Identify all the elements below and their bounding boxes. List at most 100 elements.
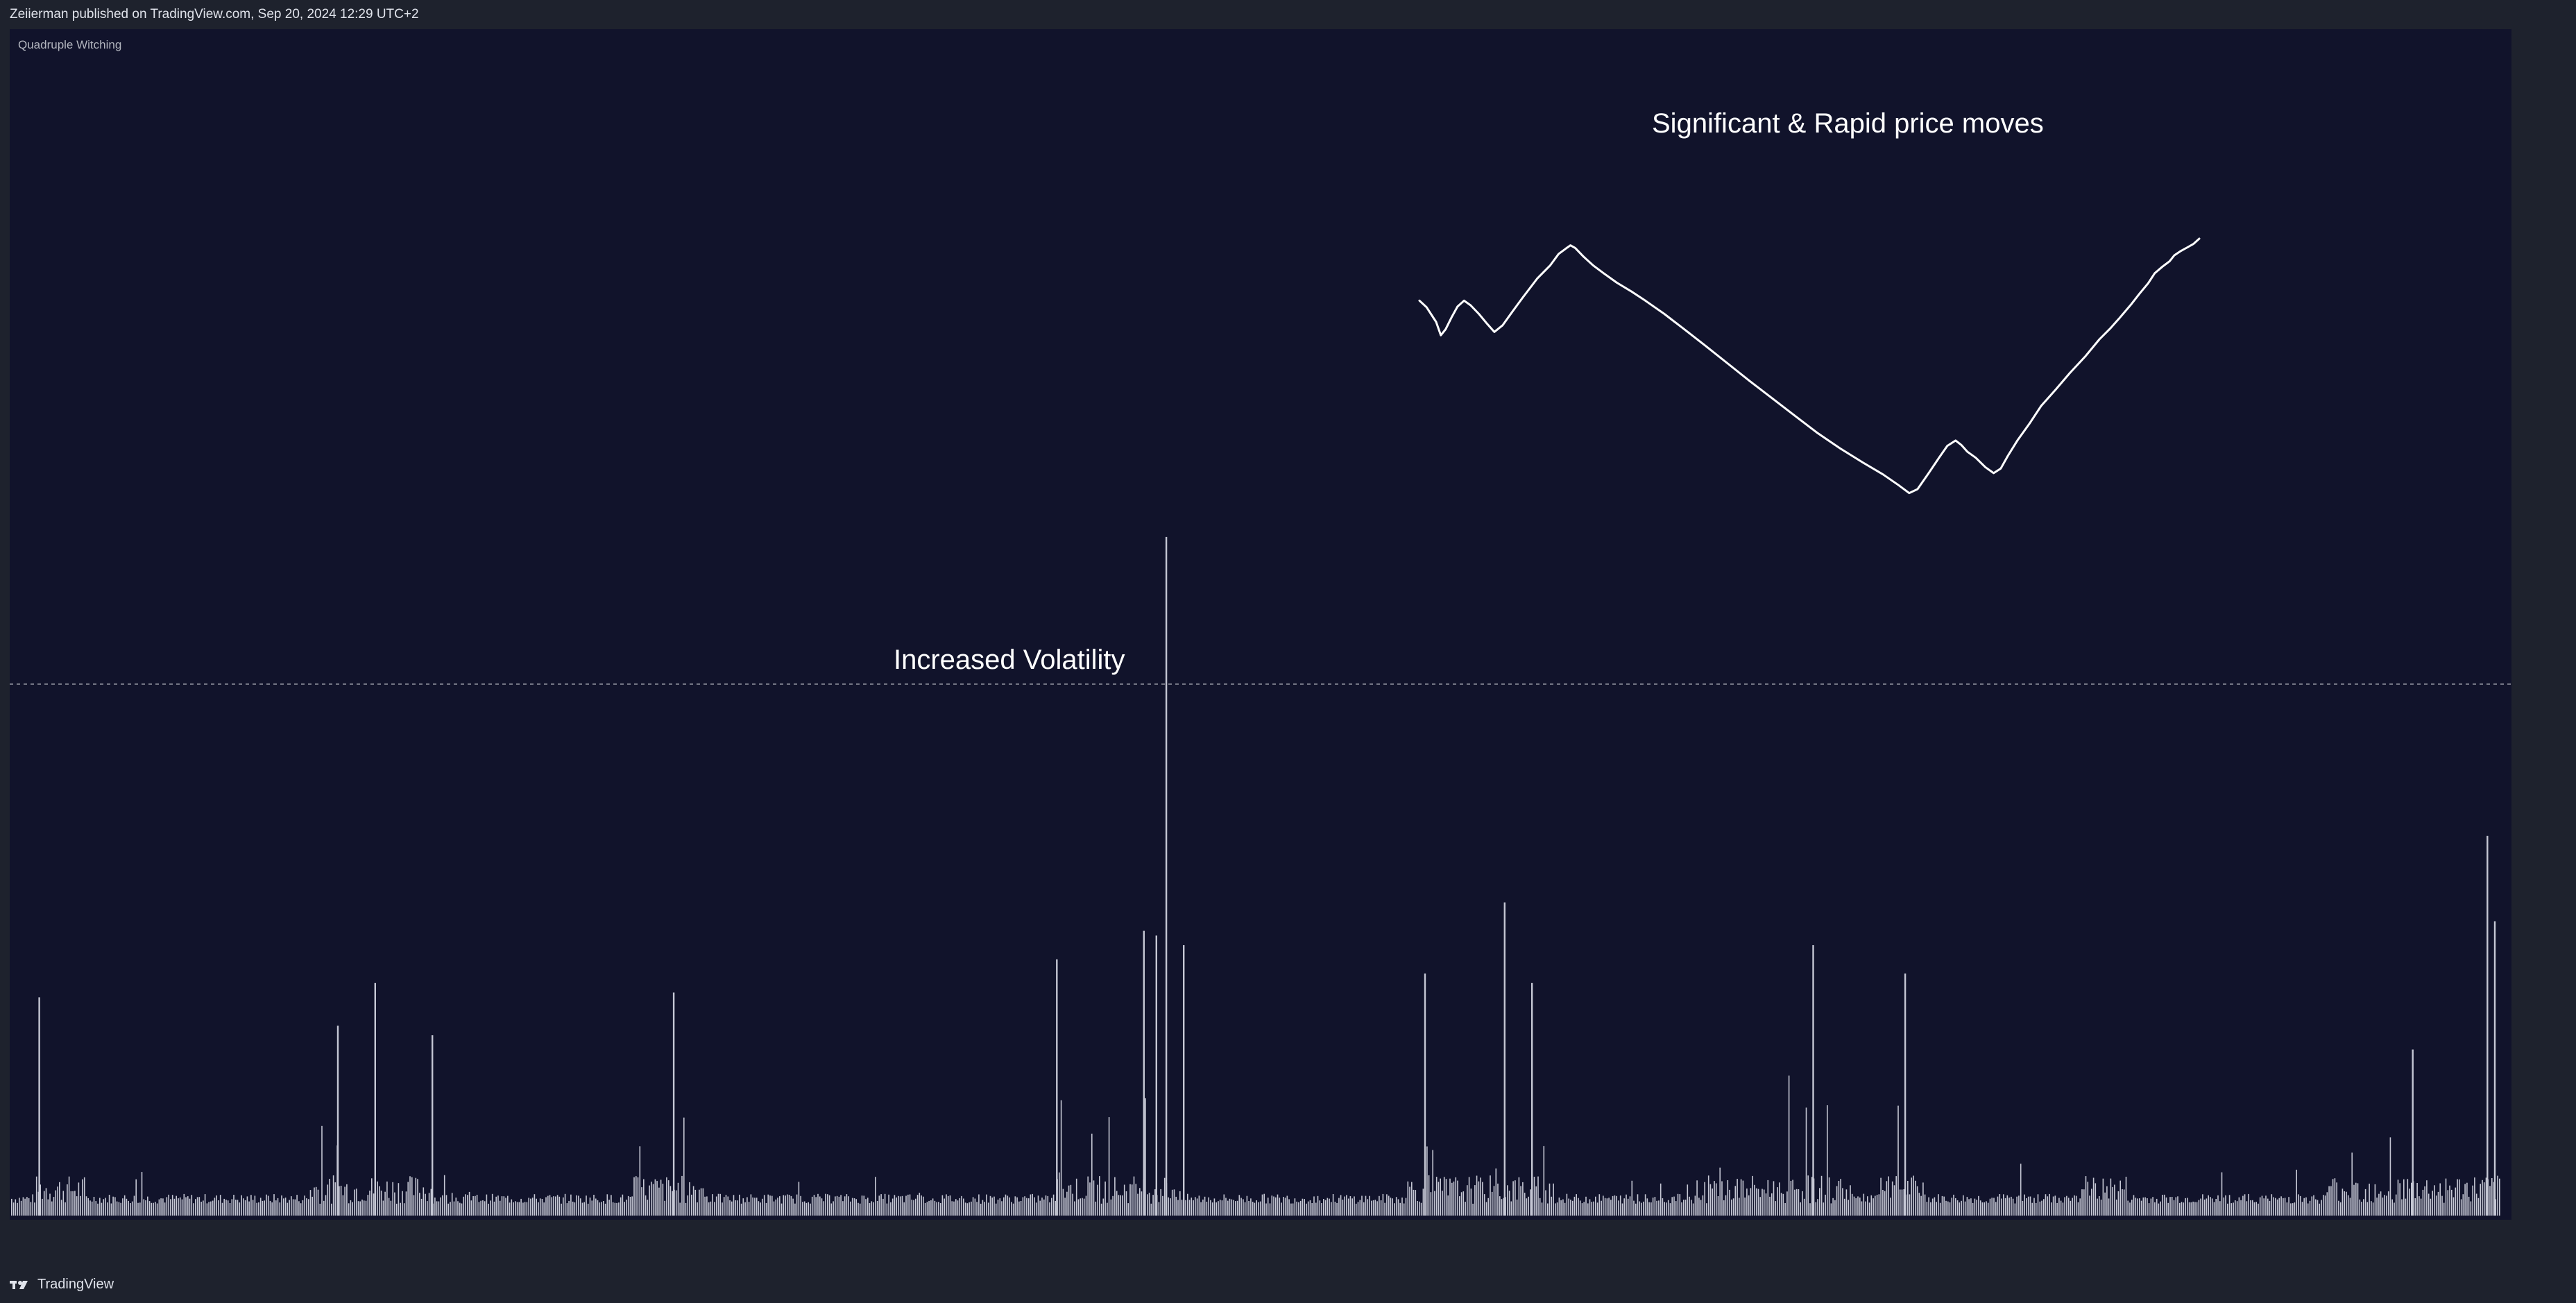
volume-peak-bar xyxy=(1155,935,1157,1216)
volume-bar xyxy=(936,1202,937,1216)
volume-bar xyxy=(835,1196,836,1216)
volume-bar xyxy=(447,1203,449,1216)
volume-bar xyxy=(1403,1203,1405,1216)
volume-bar xyxy=(909,1194,911,1216)
volume-bar xyxy=(1851,1193,1853,1216)
volume-bar xyxy=(1490,1175,1491,1216)
volume-bar xyxy=(216,1195,217,1216)
volume-peak-bar xyxy=(1503,902,1505,1216)
volume-bar xyxy=(683,1117,685,1216)
volume-bar xyxy=(1587,1203,1589,1216)
volume-bar xyxy=(725,1195,727,1216)
volume-bar xyxy=(679,1202,681,1216)
volume-bar xyxy=(896,1197,897,1216)
volume-bar xyxy=(516,1202,518,1216)
volume-bar xyxy=(2378,1193,2380,1216)
volume-bar xyxy=(1684,1200,1687,1216)
volume-bar xyxy=(827,1194,828,1216)
volume-bar xyxy=(2112,1186,2113,1216)
volume-bar xyxy=(1510,1201,1512,1216)
chart-area[interactable]: Quadruple Witching0.00.00.00.00.00.00.00… xyxy=(10,29,2511,1220)
volume-bar xyxy=(526,1202,528,1216)
volume-bar xyxy=(853,1198,855,1216)
tradingview-brand[interactable]: TradingView xyxy=(10,1277,114,1293)
volume-bar xyxy=(622,1194,624,1216)
volume-bar xyxy=(2165,1197,2167,1216)
volume-bar xyxy=(1740,1179,1742,1216)
volume-bar xyxy=(702,1188,704,1216)
volume-bar xyxy=(547,1195,549,1216)
volume-bar xyxy=(101,1202,103,1216)
volatility-chart[interactable]: Quadruple Witching0.00.00.00.00.00.00.00… xyxy=(10,29,2511,1220)
volume-bar xyxy=(1739,1198,1740,1216)
volume-bar xyxy=(1227,1200,1229,1216)
volume-bar xyxy=(2369,1184,2370,1216)
volume-bar xyxy=(2407,1179,2409,1216)
volume-bar xyxy=(1064,1198,1066,1216)
volume-bar xyxy=(1254,1202,1256,1216)
volume-bar xyxy=(1832,1198,1834,1216)
volume-bar xyxy=(371,1178,373,1216)
volume-bar xyxy=(717,1193,719,1216)
volume-bar xyxy=(1895,1176,1897,1216)
volume-bar xyxy=(390,1200,392,1216)
volume-bar xyxy=(1091,1133,1093,1216)
volume-bar xyxy=(1712,1189,1713,1216)
volume-bar xyxy=(1179,1191,1181,1216)
volume-bar xyxy=(2466,1182,2468,1216)
volume-bar xyxy=(2131,1200,2133,1216)
volume-bar xyxy=(1987,1202,1989,1216)
volume-bar xyxy=(1005,1194,1007,1216)
volume-bar xyxy=(692,1186,694,1216)
volume-bar xyxy=(1698,1198,1700,1216)
volume-bar xyxy=(2230,1203,2233,1216)
volume-bar xyxy=(888,1194,889,1216)
volume-bar xyxy=(576,1195,577,1216)
volume-bar xyxy=(380,1191,382,1216)
volume-bar xyxy=(1870,1195,1873,1216)
volume-bar xyxy=(1434,1191,1435,1216)
volume-bar xyxy=(1782,1193,1784,1216)
volume-bar xyxy=(1556,1202,1558,1216)
volume-bar xyxy=(966,1203,969,1216)
volume-bar xyxy=(1683,1200,1684,1216)
volume-bar xyxy=(2258,1203,2259,1216)
volume-bar xyxy=(819,1196,821,1216)
volume-bar xyxy=(2012,1198,2014,1216)
volume-bar xyxy=(28,1198,30,1216)
volume-bar xyxy=(1363,1202,1365,1216)
volume-bar xyxy=(1043,1199,1045,1216)
volume-bar xyxy=(581,1202,583,1216)
volume-bar xyxy=(187,1196,189,1216)
volume-bar xyxy=(1014,1196,1016,1216)
volume-bar xyxy=(279,1202,281,1216)
volume-bar xyxy=(733,1195,735,1216)
volume-bar xyxy=(722,1202,723,1216)
volume-bar xyxy=(636,1176,637,1216)
volume-bar xyxy=(1066,1191,1068,1216)
volume-bar xyxy=(697,1202,698,1216)
volume-bar xyxy=(361,1199,363,1216)
volume-bar xyxy=(1754,1184,1755,1216)
volume-bar xyxy=(2472,1185,2473,1216)
volume-bar xyxy=(309,1190,312,1216)
volume-bar xyxy=(1236,1200,1238,1216)
volume-bar xyxy=(2215,1199,2217,1216)
volume-bar xyxy=(1129,1184,1131,1216)
volume-bar xyxy=(2386,1195,2387,1216)
volume-bar xyxy=(40,1184,41,1216)
volume-bar xyxy=(1850,1185,1851,1216)
volume-bar xyxy=(256,1202,257,1216)
volume-bar xyxy=(1258,1202,1259,1216)
volume-bar xyxy=(1455,1177,1457,1216)
volume-bar xyxy=(1539,1198,1541,1216)
volume-bar xyxy=(1349,1196,1351,1216)
volume-bar xyxy=(2152,1197,2153,1216)
volume-bar xyxy=(568,1200,570,1216)
volume-bar xyxy=(813,1195,815,1216)
volume-bar xyxy=(283,1198,284,1216)
volume-bar xyxy=(85,1196,87,1216)
volume-bar xyxy=(971,1201,972,1216)
volume-bar xyxy=(1470,1189,1472,1216)
volume-bar xyxy=(551,1197,553,1216)
